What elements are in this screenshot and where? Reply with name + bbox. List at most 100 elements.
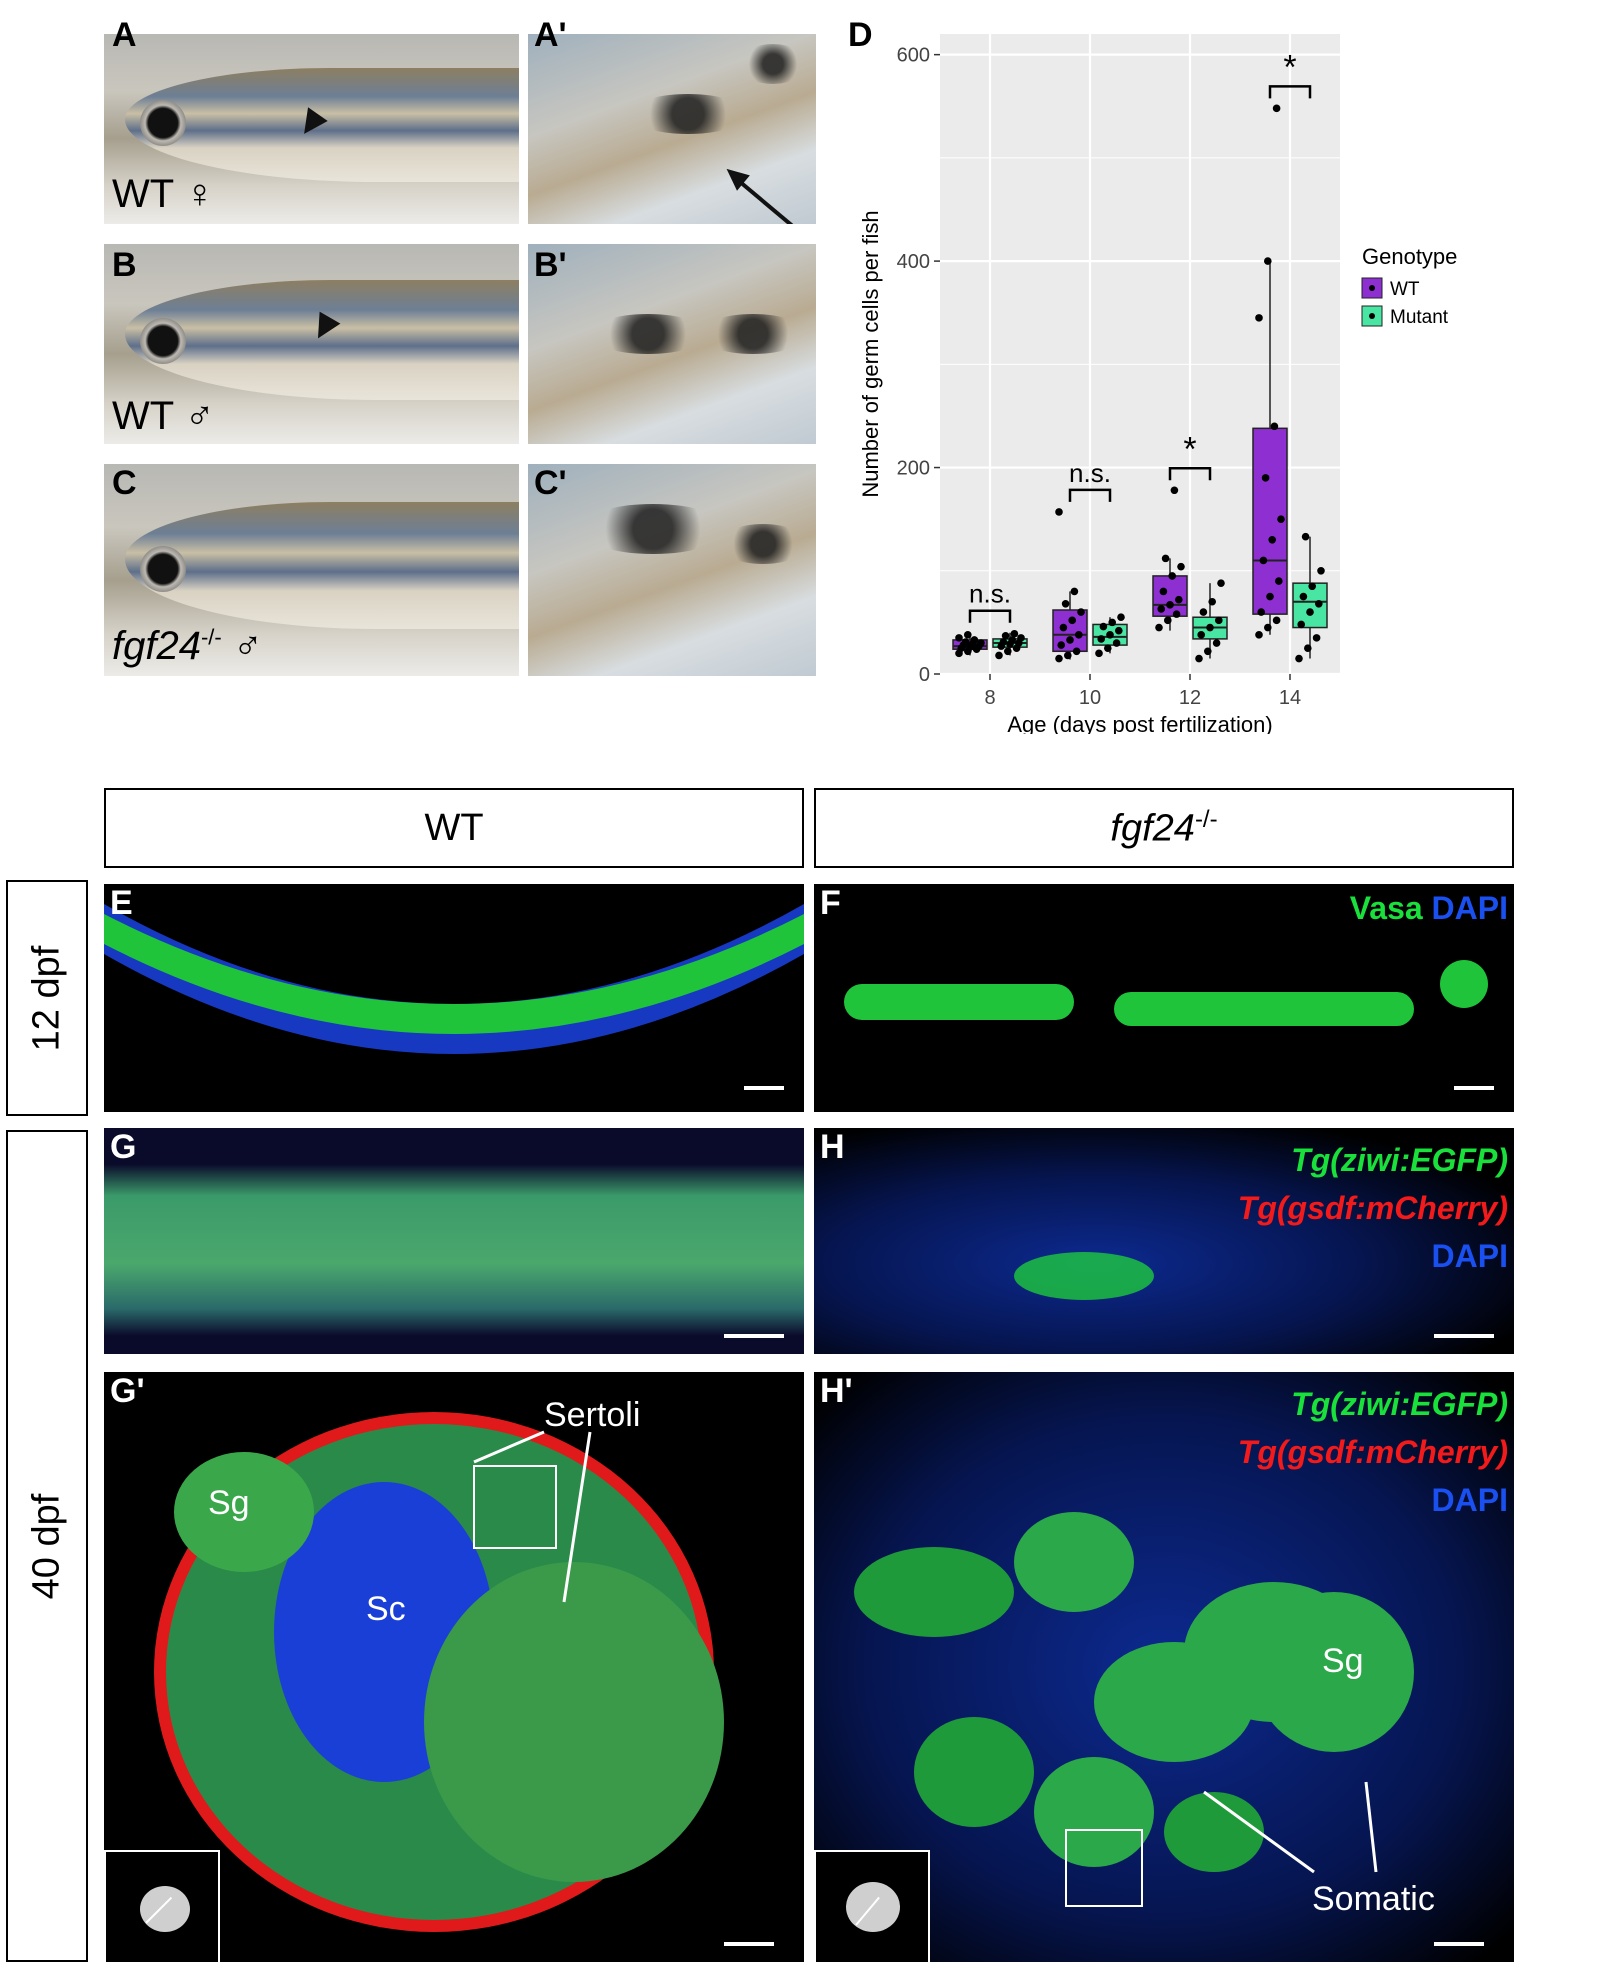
- data-point: [1275, 577, 1283, 585]
- micrograph-g-wt-40dpf: [104, 1128, 804, 1354]
- gene-name: fgf24: [1110, 807, 1195, 850]
- data-point: [1255, 314, 1263, 322]
- data-point: [1304, 644, 1312, 652]
- data-point: [961, 638, 970, 646]
- panel-label-a-prime: A': [534, 16, 567, 54]
- panel-label-g-prime: G': [110, 1372, 145, 1410]
- data-point: [1164, 616, 1172, 625]
- data-point: [955, 634, 963, 642]
- row-label-40dpf: 40 dpf: [6, 1130, 88, 1962]
- data-point: [1097, 635, 1105, 643]
- panel-label-g: G: [110, 1128, 137, 1166]
- sex-symbol: ♂: [221, 624, 263, 668]
- data-point: [1099, 622, 1108, 631]
- data-point: [1066, 636, 1074, 644]
- data-point: [1170, 486, 1179, 495]
- gonad-drawing: [104, 904, 804, 1054]
- column-header-wt: WT: [104, 788, 804, 868]
- data-point: [1317, 566, 1325, 575]
- scale-bar: [724, 1334, 784, 1338]
- x-tick-label: 8: [984, 687, 995, 709]
- micrograph-g-prime-wt-40dpf: Sertoli Sg Sc: [104, 1372, 804, 1962]
- data-point: [1272, 616, 1281, 625]
- data-point: [1268, 536, 1276, 544]
- data-point: [1295, 654, 1303, 663]
- data-point: [1199, 608, 1208, 616]
- row-label-12dpf: 12 dpf: [6, 880, 88, 1116]
- data-point: [1299, 592, 1308, 601]
- column-header-wt-text: WT: [424, 806, 484, 849]
- legend-label-wt: WT: [1390, 279, 1420, 300]
- cyst-drawing: [154, 1412, 724, 1932]
- data-point: [1212, 639, 1221, 647]
- photo-mutant-male: fgf24-/- ♂: [104, 464, 519, 676]
- channel-gsdf: Tg(gsdf:mCherry): [1237, 1190, 1508, 1226]
- significance-label: *: [1283, 48, 1296, 86]
- channel-dapi: DAPI: [1431, 1482, 1508, 1518]
- fish-label-wt-female: WT ♀: [112, 172, 215, 216]
- data-point: [1168, 572, 1176, 580]
- data-point: [1277, 515, 1285, 523]
- data-point: [1297, 620, 1305, 629]
- nucleus-gray: [140, 1886, 190, 1932]
- data-point: [1057, 641, 1065, 649]
- channel-dapi: DAPI: [1431, 890, 1508, 926]
- channel-legend-h-prime: Tg(ziwi:EGFP) Tg(gsdf:mCherry) DAPI: [1238, 1380, 1508, 1524]
- data-point: [1008, 636, 1016, 644]
- x-tick-label: 10: [1079, 687, 1101, 709]
- panel-label-c-prime: C': [534, 464, 567, 502]
- genotype-superscript: -/-: [1194, 805, 1218, 833]
- channel-vasa: Vasa: [1349, 890, 1423, 926]
- data-point: [1172, 610, 1181, 618]
- legend-label-mutant: Mutant: [1390, 307, 1449, 328]
- data-point: [1204, 647, 1212, 656]
- photo-wt-female: WT ♀: [104, 34, 519, 224]
- pigment-spots: [698, 314, 808, 354]
- legend-swatch-dot: [1369, 285, 1375, 291]
- y-tick-label: 200: [897, 458, 930, 480]
- y-tick-label: 600: [897, 45, 930, 67]
- row-label-12dpf-text: 12 dpf: [25, 945, 68, 1051]
- data-point: [1155, 623, 1163, 632]
- channel-gsdf: Tg(gsdf:mCherry): [1237, 1434, 1508, 1470]
- legend-swatch-dot: [1369, 313, 1375, 319]
- data-point: [1112, 639, 1121, 647]
- data-point: [1017, 634, 1025, 642]
- data-point: [995, 651, 1003, 660]
- significance-bracket: [1068, 488, 1112, 502]
- x-axis-label: Age (days post fertilization): [1007, 712, 1272, 734]
- data-point: [1306, 608, 1314, 616]
- photo-fin-wt-male: [528, 244, 816, 444]
- panel-label-c: C: [112, 464, 137, 502]
- nucleus-gray: [846, 1882, 900, 1932]
- inset-nucleus: [814, 1850, 930, 1962]
- genotype-superscript: -/-: [200, 624, 222, 650]
- y-tick-label: 400: [897, 251, 930, 273]
- significance-label: n.s.: [969, 579, 1011, 609]
- data-point: [1157, 605, 1165, 613]
- fish-eye: [140, 100, 186, 146]
- panel-label-f: F: [820, 884, 841, 922]
- data-point: [1308, 582, 1316, 591]
- channel-legend-vasa-dapi: Vasa DAPI: [1350, 890, 1508, 927]
- data-point: [1061, 600, 1070, 608]
- data-point: [1175, 595, 1183, 604]
- data-point: [970, 636, 979, 644]
- panel-label-d: D: [848, 16, 873, 54]
- gene-name: fgf24: [112, 624, 201, 668]
- germ-cells-drawing: [854, 1512, 1414, 1907]
- data-point: [1208, 597, 1216, 606]
- data-point: [1315, 600, 1323, 608]
- data-point: [1055, 508, 1063, 516]
- data-point: [1255, 630, 1263, 639]
- scale-bar: [1454, 1086, 1494, 1090]
- data-point: [1301, 532, 1310, 541]
- y-axis-label: Number of germ cells per fish: [858, 210, 883, 497]
- gonad-drawing: [844, 960, 1488, 1026]
- data-point: [1068, 616, 1076, 625]
- data-point: [1064, 651, 1072, 660]
- significance-label: *: [1183, 430, 1196, 468]
- panel-label-h-prime: H': [820, 1372, 853, 1410]
- pigment-spots: [578, 504, 728, 554]
- data-point: [1095, 649, 1103, 658]
